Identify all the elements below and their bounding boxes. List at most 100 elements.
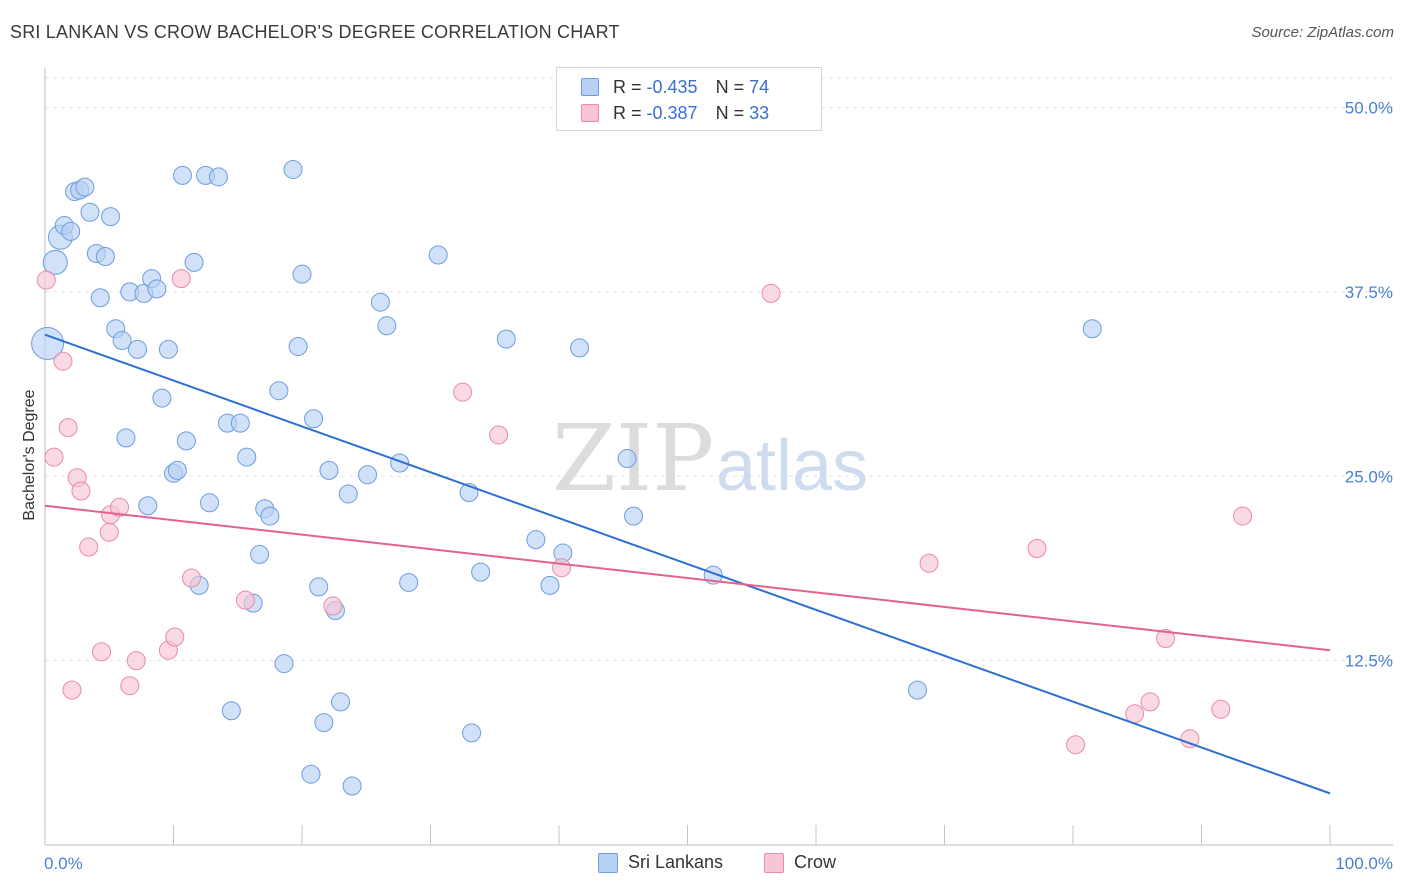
chart-title: SRI LANKAN VS CROW BACHELOR'S DEGREE COR… [10,22,620,42]
point-crow [92,642,112,662]
point-sri-lankans [61,221,81,241]
point-crow [1140,692,1160,712]
point-crow [1211,699,1231,719]
point-crow [71,481,91,501]
point-sri-lankans [147,279,167,299]
point-crow [171,269,191,289]
trend-layer [44,333,1331,795]
point-sri-lankans [570,338,590,358]
y-tick-label: 12.5% [1345,652,1393,671]
point-crow [453,382,473,402]
point-crow [110,497,130,517]
point-sri-lankans [399,572,419,592]
point-crow [120,676,140,696]
point-sri-lankans [260,506,280,526]
point-sri-lankans [90,288,110,308]
point-sri-lankans [377,316,397,336]
point-sri-lankans [230,413,250,433]
point-sri-lankans [158,339,178,359]
y-tick-label: 50.0% [1345,99,1393,118]
point-sri-lankans [617,449,637,469]
point-sri-lankans [116,428,136,448]
series-layer [31,159,1253,796]
point-sri-lankans [101,207,121,227]
point-crow [1066,735,1086,755]
point-crow [323,596,343,616]
point-crow [165,627,185,647]
point-sri-lankans [128,339,148,359]
point-sri-lankans [269,381,289,401]
point-crow [44,447,64,467]
point-sri-lankans [199,493,219,513]
point-sri-lankans [428,245,448,265]
legend-swatch-pink [764,852,784,873]
series-legend: Sri Lankans Crow [0,852,1406,876]
legend-swatch-blue [581,78,599,96]
point-sri-lankans [138,496,158,516]
point-crow [53,351,73,371]
legend-r-value: -0.435 [646,76,698,97]
point-crow [58,418,78,438]
point-sri-lankans [184,252,204,272]
point-crow [1156,629,1176,648]
point-sri-lankans [95,246,115,266]
point-crow [1027,539,1047,559]
point-sri-lankans [301,764,321,784]
trendline-sri-lankans [44,333,1331,795]
point-crow [919,553,939,573]
point-crow [126,651,146,671]
legend-swatch-blue [598,852,618,873]
legend-r-label: R = [613,102,642,123]
legend-label-sri-lankans: Sri Lankans [628,852,724,872]
point-sri-lankans [31,327,65,360]
legend-n-value: 74 [749,76,770,97]
point-crow [1125,704,1145,724]
x-tick-label-max: 100.0% [1335,854,1393,873]
point-sri-lankans [75,177,95,197]
legend-r-value: -0.387 [646,102,698,123]
point-sri-lankans [172,165,192,185]
point-crow [761,283,781,303]
series-crow [36,269,1253,755]
point-sri-lankans [274,654,294,674]
point-crow [489,425,509,445]
point-sri-lankans [42,249,68,275]
point-crow [1233,506,1253,526]
y-axis-label: Bachelor's Degree [21,389,38,520]
legend-row-sri-lankans: R = -0.435 N = 74 [581,75,769,99]
y-tick-label: 37.5% [1345,283,1393,302]
point-sri-lankans [908,680,928,700]
point-sri-lankans [526,530,546,550]
point-sri-lankans [292,264,312,284]
point-crow [181,568,201,588]
point-crow [235,590,255,610]
point-sri-lankans [208,167,228,187]
legend-n-label: N = [715,102,745,123]
point-sri-lankans [314,713,334,733]
point-crow [552,558,572,578]
point-crow [99,522,119,542]
point-sri-lankans [471,562,491,582]
point-sri-lankans [309,577,329,597]
point-sri-lankans [112,331,132,351]
point-sri-lankans [331,692,351,712]
point-sri-lankans [540,575,560,595]
point-crow [79,537,99,557]
legend-item-sri-lankans[interactable]: Sri Lankans [598,852,723,873]
legend-n-label: N = [715,76,745,97]
point-sri-lankans [390,453,410,473]
point-sri-lankans [496,329,516,349]
legend-label-crow: Crow [794,852,837,872]
point-sri-lankans [338,484,358,504]
point-sri-lankans [304,409,324,429]
legend-n-value: 33 [749,102,770,123]
point-sri-lankans [288,336,308,356]
y-tick-label: 25.0% [1345,467,1393,486]
legend-item-crow[interactable]: Crow [764,852,836,873]
x-tick-label-min: 0.0% [44,854,83,873]
correlation-legend: R = -0.435 N = 74 R = -0.387 N = 33 [556,67,822,131]
point-sri-lankans [358,465,378,485]
source-label: Source: ZipAtlas.com [1251,24,1394,41]
watermark: ZIP atlas [552,405,868,512]
